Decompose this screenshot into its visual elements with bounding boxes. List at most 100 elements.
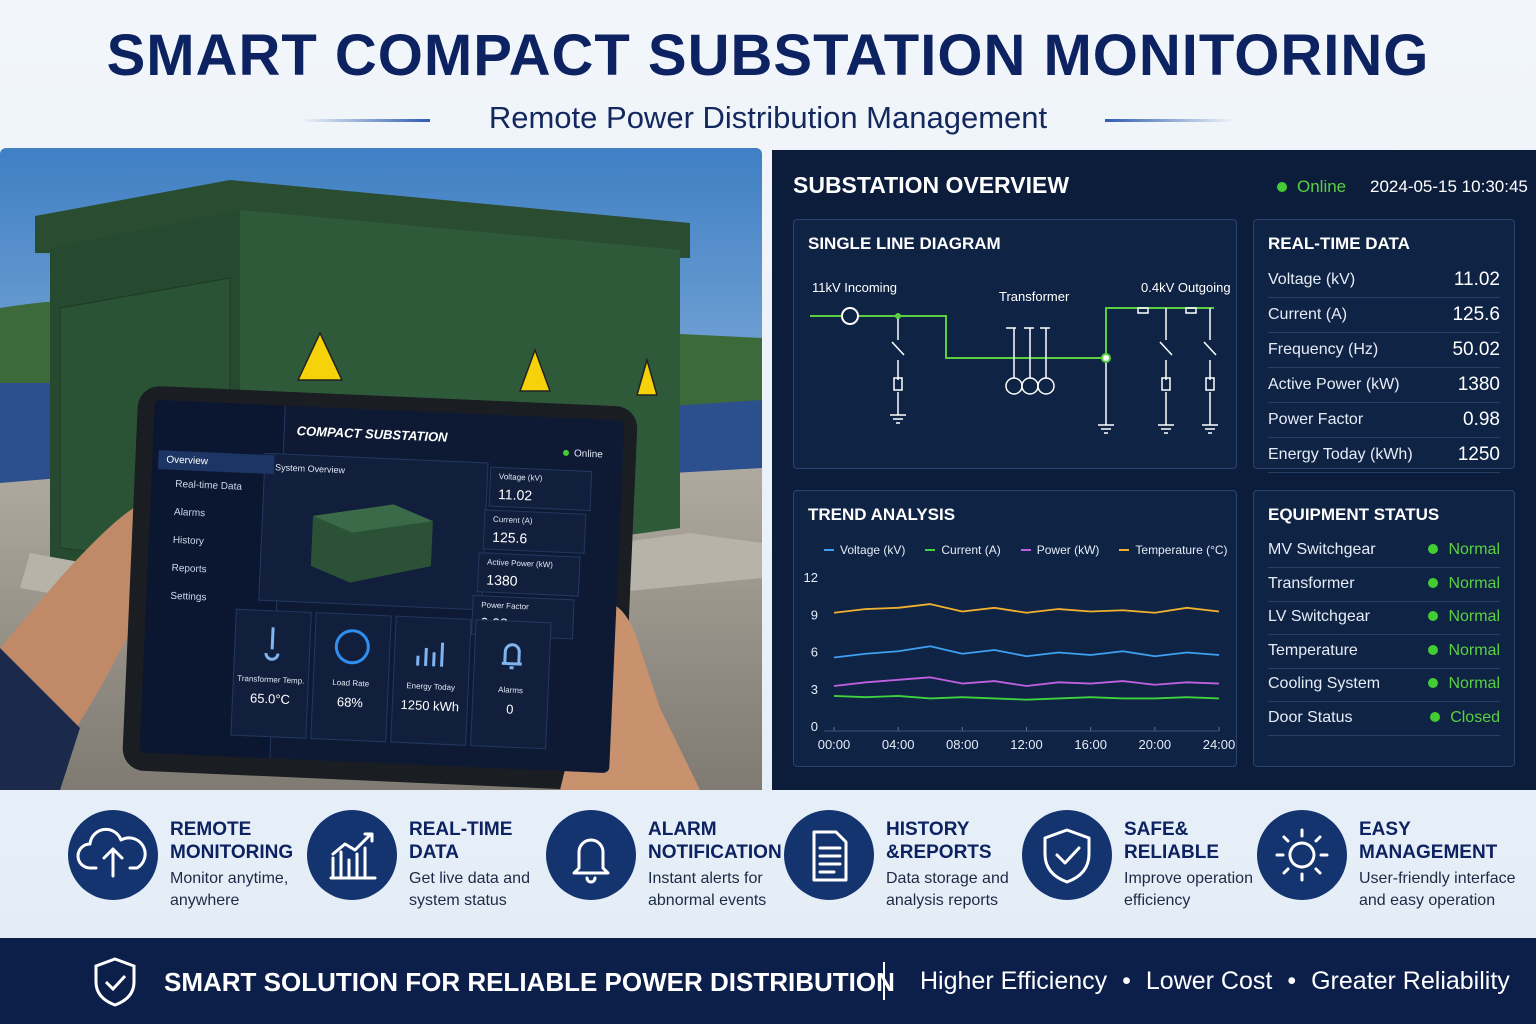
equipment-name: Door Status [1268,708,1353,726]
tile-label: Load Rate [332,677,370,689]
feature: HISTORY &REPORTS Data storage and analysis … [784,810,1019,920]
equipment-name: Transformer [1268,574,1355,592]
icon-shape [264,627,280,661]
bullet: • [1122,967,1131,995]
equipment-status: Closed [1430,709,1500,727]
title-line: SAFE& [1124,819,1189,840]
tablet-status: Online [562,448,603,461]
timestamp: 2024-05-15 10:30:45 [1370,177,1528,196]
separator [883,962,885,1000]
tile-label: Alarms [497,685,524,696]
status-dot [562,449,570,457]
status-dot [1430,711,1441,722]
status-text: Normal [1448,641,1500,659]
dashboard: SUBSTATION OVERVIEW Online 2024-05-15 10… [772,150,1536,790]
metric-label: Voltage (kV) [498,471,543,483]
box-title: SINGLE LINE DIAGRAM [808,234,1001,253]
status-text: Normal [1448,608,1500,625]
equipment-status: Normal [1428,541,1500,559]
trend-chart: 0 3 6 9 12 00:00 04:00 08:00 12:00 16:00 20:00 24:0… [804,570,1236,752]
feature: REMOTE MONITORING Monitor anytime, anywhere [68,810,303,920]
footer-title: SMART SOLUTION FOR RELIABLE POWER DISTRI… [164,967,895,997]
single-line-diagram [810,307,1218,434]
status-row: LV Switchgear Normal [1268,600,1500,635]
divider [1105,119,1235,122]
tablet-panel: System Overview [258,452,489,611]
icon-shape [334,629,370,665]
icon-shape [812,830,848,882]
footer-points: Higher Efficiency • Lower Cost • Greater Rel… [920,967,1510,996]
legend-item: Voltage (kV) [824,543,905,557]
text-line: system status [409,892,507,909]
legend-swatch [1119,549,1130,551]
status-row: Temperature Normal [1268,634,1500,669]
title-line: RELIABLE [1124,842,1219,863]
series-line [833,676,1220,687]
row-label: Energy Today (kWh) [1268,446,1413,463]
tile-value: 68% [336,694,364,711]
menu-item: Settings [170,590,207,604]
chart-title: TREND ANALYSIS [808,505,956,524]
shield-icon [94,957,136,1007]
feature-icon-circle [1022,810,1112,900]
status-dot [1428,678,1439,688]
equipment-name: MV Switchgear [1268,541,1376,558]
row-label: Power Factor [1268,411,1364,428]
metric-value: 125.6 [491,528,528,547]
box-title: EQUIPMENT STATUS [1268,505,1440,524]
tile-icon [501,643,522,670]
equipment-status: Normal [1428,675,1500,693]
tile: Alarms 0 [470,619,552,750]
status-text: Normal [1448,675,1500,692]
status-row: Door Status Closed [1268,701,1500,736]
metric-card: Current (A) 125.6 [482,509,587,554]
status-text: Normal [1448,541,1500,558]
equipment-name: Cooling System [1268,675,1381,692]
data-row: Power Factor 0.98 [1268,403,1500,438]
data-row: Energy Today (kWh) 1250 [1268,438,1500,473]
bus-line [810,307,1214,359]
text-line: Get live data and [409,870,530,887]
title-line: REMOTE [170,819,252,840]
title-line: &REPORTS [886,842,992,863]
tile: Transformer Temp. 65.0°C [230,608,312,739]
metric-label: Current (A) [492,514,533,526]
footer-point: Lower Cost [1145,967,1273,995]
status-dot [1428,611,1439,621]
feature-title: ALARM NOTIFICATION [648,818,782,864]
y-tick-label: 6 [811,645,818,660]
metric-label: Power Factor [481,600,530,612]
trend-box: TREND ANALYSIS Voltage (kV) Current (A) Po… [793,490,1237,767]
tablet-title: COMPACT SUBSTATION [296,423,448,445]
status-row: Cooling System Normal [1268,667,1500,702]
feature-text: Monitor anytime, anywhere [170,868,288,912]
text-line: efficiency [1124,892,1191,909]
feature-text: Instant alerts for abnormal events [648,868,766,912]
status-row: MV Switchgear Normal [1268,533,1500,568]
title-line: ALARM [648,819,717,840]
text-line: Data storage and [886,870,1009,887]
feature-title: EASY MANAGEMENT [1359,818,1497,864]
node [895,313,901,319]
feature-icon-circle [784,810,874,900]
status-dot [1277,182,1287,192]
substation-3d [310,504,433,583]
text-line: and easy operation [1359,892,1496,909]
y-tick-label: 9 [811,607,818,622]
legend-item: Current (A) [925,543,1001,557]
y-tick-label: 0 [811,719,818,734]
breaker [841,307,859,325]
feature-icon [76,827,147,878]
online-status: Online [1277,177,1346,197]
text-line: Monitor anytime, [170,870,289,887]
feature-icon [1275,828,1329,882]
feature-title: REAL-TIME DATA [409,818,512,864]
text-line: Improve operation [1124,870,1253,887]
footer-point: Greater Reliability [1311,967,1510,995]
status-dot [1428,644,1439,655]
x-tick-label: 24:00 [1203,737,1236,752]
panel-title: System Overview [274,462,346,476]
row-value: 50.02 [1452,339,1500,360]
bullet: • [1287,967,1297,995]
